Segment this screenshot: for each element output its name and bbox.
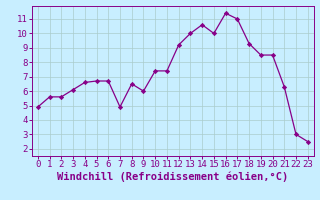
X-axis label: Windchill (Refroidissement éolien,°C): Windchill (Refroidissement éolien,°C) xyxy=(57,172,288,182)
